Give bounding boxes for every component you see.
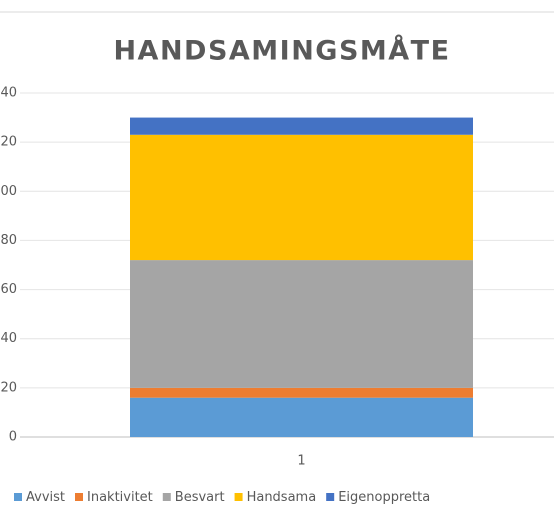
y-tick-label: 100 — [0, 184, 17, 199]
bar-segment — [130, 134, 473, 261]
legend: Avvist Inaktivitet Besvart Handsama Eigenopp… — [14, 490, 430, 505]
legend-label: Besvart — [175, 490, 225, 505]
legend-swatch — [14, 493, 22, 501]
y-tick-label: 20 — [0, 380, 17, 395]
chart-title: HANDSAMINGSMÅTE — [113, 35, 450, 67]
y-tick-label: 120 — [0, 135, 17, 150]
y-tick-label: 60 — [0, 282, 17, 297]
legend-swatch — [75, 493, 83, 501]
bar-segment — [130, 117, 473, 135]
y-tick-label: 40 — [0, 331, 17, 346]
legend-label: Eigenoppretta — [338, 490, 430, 505]
legend-label: Handsama — [247, 490, 317, 505]
axis: 0 20 40 60 80 100 120 140 1 — [0, 86, 306, 469]
x-tick-label: 1 — [297, 454, 305, 469]
legend-swatch — [234, 493, 243, 501]
bar-segment — [130, 260, 473, 388]
legend-swatch — [326, 493, 335, 501]
y-tick-label: 0 — [9, 430, 17, 445]
legend-swatch — [162, 493, 171, 501]
y-tick-label: 140 — [0, 86, 17, 101]
bar-segment — [130, 397, 473, 437]
bars — [130, 117, 473, 437]
legend-label: Avvist — [26, 490, 65, 505]
legend-label: Inaktivitet — [87, 490, 153, 505]
y-tick-label: 80 — [0, 233, 17, 248]
bar-segment — [130, 387, 473, 398]
